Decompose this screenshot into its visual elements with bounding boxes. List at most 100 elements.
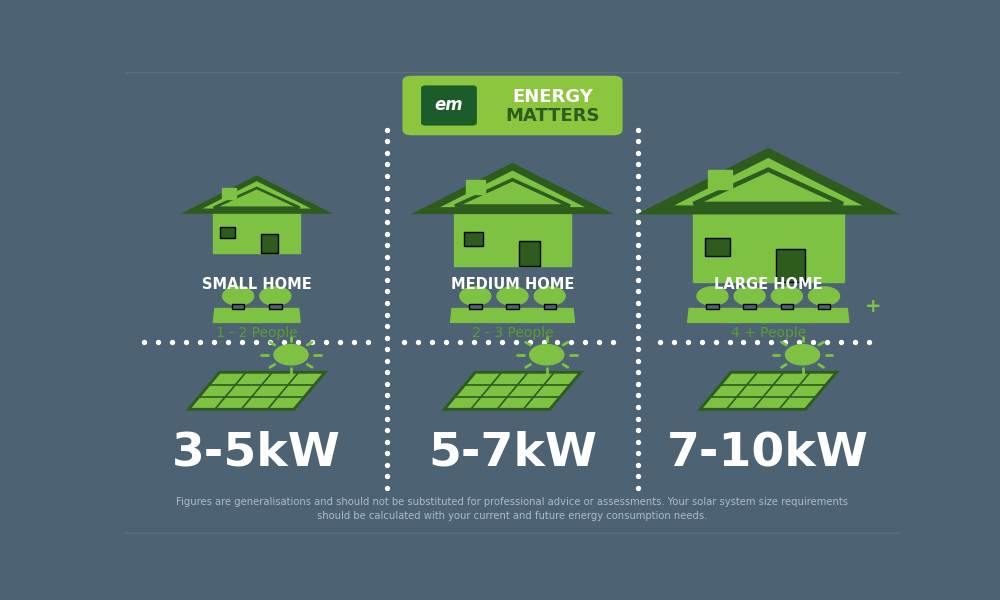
- Text: MEDIUM HOME: MEDIUM HOME: [451, 277, 574, 292]
- FancyBboxPatch shape: [261, 234, 278, 253]
- Text: 4 + People: 4 + People: [731, 326, 806, 340]
- Point: [630, 344, 646, 354]
- Point: [819, 337, 835, 347]
- Polygon shape: [251, 308, 300, 322]
- FancyBboxPatch shape: [269, 304, 282, 308]
- Point: [379, 137, 395, 146]
- Point: [379, 414, 395, 424]
- Point: [630, 217, 646, 227]
- Point: [379, 333, 395, 343]
- Point: [164, 337, 180, 347]
- Point: [248, 337, 264, 347]
- Point: [833, 337, 849, 347]
- Polygon shape: [222, 188, 236, 199]
- Point: [630, 391, 646, 400]
- FancyBboxPatch shape: [220, 227, 235, 238]
- Point: [630, 460, 646, 469]
- FancyBboxPatch shape: [464, 232, 483, 246]
- FancyBboxPatch shape: [232, 304, 244, 308]
- Point: [379, 125, 395, 134]
- Point: [332, 337, 348, 347]
- Point: [206, 337, 222, 347]
- Point: [630, 287, 646, 296]
- Text: 2 - 3 People: 2 - 3 People: [472, 326, 553, 340]
- Circle shape: [697, 287, 728, 305]
- Point: [136, 337, 152, 347]
- Polygon shape: [700, 372, 836, 409]
- Text: 3-5kW: 3-5kW: [172, 431, 341, 476]
- Point: [379, 437, 395, 446]
- Polygon shape: [213, 308, 263, 322]
- Point: [630, 322, 646, 331]
- Point: [749, 337, 765, 347]
- Circle shape: [785, 344, 820, 365]
- Polygon shape: [799, 308, 849, 322]
- Point: [192, 337, 208, 347]
- Circle shape: [274, 344, 308, 365]
- FancyBboxPatch shape: [776, 249, 805, 282]
- Point: [379, 148, 395, 158]
- Point: [379, 252, 395, 262]
- Polygon shape: [466, 179, 485, 194]
- Point: [396, 337, 412, 347]
- Point: [630, 148, 646, 158]
- Point: [379, 287, 395, 296]
- FancyBboxPatch shape: [469, 304, 482, 308]
- Point: [290, 337, 306, 347]
- Point: [630, 160, 646, 169]
- Point: [379, 160, 395, 169]
- Point: [304, 337, 320, 347]
- Point: [791, 337, 807, 347]
- Point: [379, 310, 395, 319]
- FancyBboxPatch shape: [117, 72, 908, 534]
- Point: [694, 337, 710, 347]
- Point: [494, 337, 510, 347]
- Point: [480, 337, 496, 347]
- Point: [379, 356, 395, 365]
- Point: [605, 337, 621, 347]
- Point: [630, 206, 646, 215]
- Point: [508, 337, 524, 347]
- Polygon shape: [189, 372, 325, 409]
- Point: [438, 337, 454, 347]
- Point: [379, 367, 395, 377]
- FancyBboxPatch shape: [818, 304, 830, 308]
- Point: [630, 483, 646, 493]
- Point: [630, 310, 646, 319]
- Point: [591, 337, 607, 347]
- Circle shape: [497, 287, 528, 305]
- Point: [410, 337, 426, 347]
- Circle shape: [771, 287, 802, 305]
- Point: [549, 337, 565, 347]
- FancyBboxPatch shape: [506, 304, 519, 308]
- Point: [379, 229, 395, 239]
- Polygon shape: [451, 308, 500, 322]
- Point: [379, 402, 395, 412]
- Point: [360, 337, 376, 347]
- Point: [346, 337, 362, 347]
- Text: ENERGY: ENERGY: [512, 88, 593, 106]
- FancyBboxPatch shape: [544, 304, 556, 308]
- Point: [630, 379, 646, 389]
- Point: [379, 379, 395, 389]
- Text: 5-7kW: 5-7kW: [428, 431, 597, 476]
- FancyBboxPatch shape: [705, 238, 730, 256]
- Point: [722, 337, 738, 347]
- Polygon shape: [192, 178, 322, 211]
- Polygon shape: [725, 308, 774, 322]
- Circle shape: [530, 344, 564, 365]
- Point: [652, 337, 668, 347]
- Point: [847, 337, 863, 347]
- Polygon shape: [655, 153, 881, 210]
- Point: [708, 337, 724, 347]
- Point: [379, 483, 395, 493]
- Point: [630, 194, 646, 204]
- Text: Figures are generalisations and should not be substituted for professional advic: Figures are generalisations and should n…: [176, 497, 848, 521]
- FancyBboxPatch shape: [743, 304, 756, 308]
- Point: [630, 125, 646, 134]
- Point: [379, 460, 395, 469]
- Circle shape: [534, 287, 565, 305]
- Point: [630, 356, 646, 365]
- Polygon shape: [762, 308, 812, 322]
- Polygon shape: [693, 213, 844, 282]
